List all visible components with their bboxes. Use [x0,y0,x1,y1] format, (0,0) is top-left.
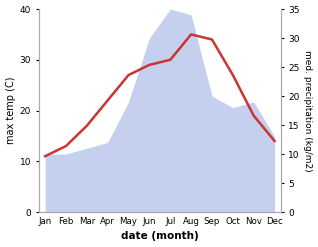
Y-axis label: max temp (C): max temp (C) [5,77,16,144]
X-axis label: date (month): date (month) [121,231,199,242]
Y-axis label: med. precipitation (kg/m2): med. precipitation (kg/m2) [303,50,313,171]
